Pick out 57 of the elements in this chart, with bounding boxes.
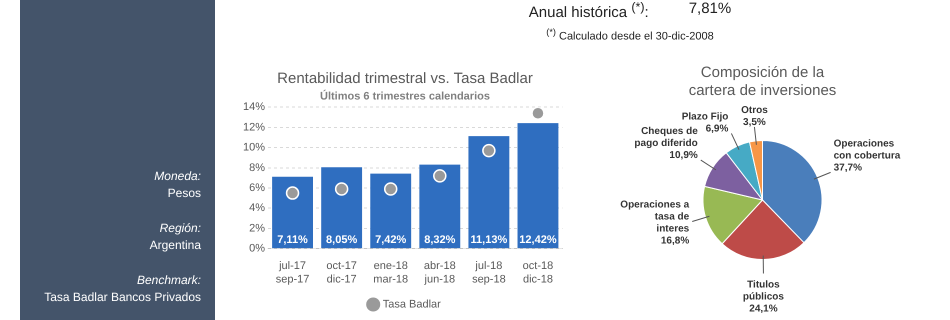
slice-label: Plazo Fijo	[682, 111, 728, 122]
x-tick-label: jul-17 sep-17	[276, 260, 310, 286]
data-label: 16,8%	[660, 236, 690, 247]
y-tick-label: 14%	[242, 101, 266, 114]
chart-title: Rentabilidad trimestral vs. Tasa Badlar	[277, 70, 533, 88]
text: 7,81%	[688, 0, 732, 19]
y-tick-label: 6%	[249, 182, 266, 194]
text: Región:	[158, 220, 201, 237]
y-tick-label: 0%	[249, 242, 266, 255]
bar	[370, 174, 412, 248]
x-tick-label: ene-18 mar-18	[373, 260, 408, 286]
text: $^{(*)}$ Calculado desde el 30-dic-2008	[545, 27, 715, 43]
chart-subtitle: Últimos 6 trimestres calendarios	[320, 90, 490, 103]
x-tick-label: jul-18 sep-18	[472, 260, 506, 286]
x-tick-label: oct-18 dic-18	[522, 260, 554, 286]
text: Anual histórica $^{(*)}$:	[528, 0, 649, 21]
point	[286, 186, 300, 200]
text: Moneda:	[153, 168, 201, 185]
slice-label: Otros	[741, 104, 768, 116]
bar	[321, 167, 362, 248]
text: Pesos	[166, 185, 201, 202]
data-label: 11,13%	[470, 234, 508, 246]
point	[433, 169, 447, 183]
x-tick-label: oct-17 dic-17	[326, 260, 357, 286]
data-label: 7,11%	[277, 234, 308, 246]
text: Tasa Badlar Bancos Privados	[43, 289, 201, 306]
slice-label: Operaciones a tasa de interes	[620, 200, 690, 235]
data-label: 10,9%	[669, 150, 698, 162]
chart-title: Composición de la cartera de inversiones	[688, 64, 836, 100]
slice-label: Titulos públicos	[742, 279, 784, 302]
bar	[518, 123, 558, 248]
data-label: 3,5%	[743, 116, 766, 128]
point	[334, 182, 348, 196]
bar	[419, 164, 460, 248]
y-tick-label: 10%	[242, 142, 266, 154]
bar	[468, 136, 510, 248]
slice-label: Operaciones con cobertura	[834, 138, 901, 162]
x-tick-label: abr-18 jun-18	[424, 260, 456, 286]
point	[531, 107, 545, 120]
y-tick-label: 8%	[249, 162, 266, 174]
slice-label: Cheques de pago diferido	[634, 126, 698, 150]
bar	[272, 176, 313, 248]
text: Argentina	[148, 237, 201, 254]
data-label: 6,9%	[706, 123, 728, 134]
text: Benchmark:	[136, 272, 201, 289]
data-label: 24,1%	[749, 303, 778, 314]
y-tick-label: 4%	[249, 202, 266, 214]
point	[384, 182, 398, 196]
data-label: 12,42%	[519, 234, 557, 246]
data-label: 7,42%	[375, 234, 407, 246]
data-label: 37,7%	[834, 162, 862, 174]
data-label: 8,05%	[326, 234, 358, 246]
y-tick-label: 2%	[249, 222, 266, 234]
y-tick-label: 12%	[242, 121, 266, 134]
point	[482, 144, 496, 158]
data-label: 8,32%	[424, 234, 456, 246]
legend-label: Tasa Badlar	[382, 298, 442, 311]
